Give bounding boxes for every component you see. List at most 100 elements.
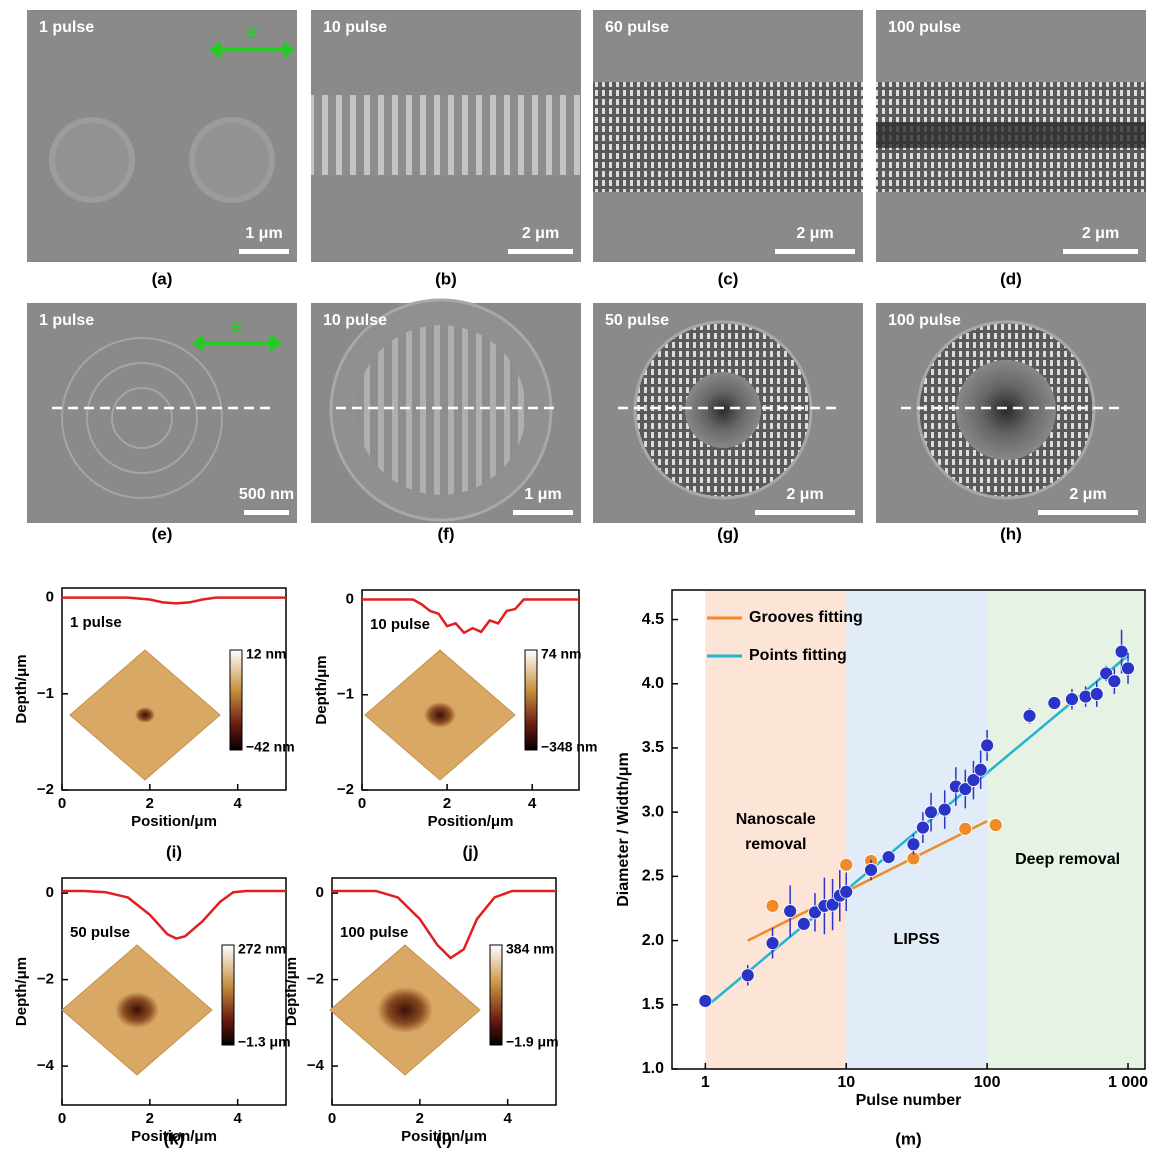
y-tick-label: 0	[316, 884, 324, 901]
chart-label: 10 pulse	[370, 616, 430, 633]
y-tick-label: 0	[46, 884, 54, 901]
scale-label: 2 μm	[1082, 225, 1119, 242]
afm-crater	[135, 707, 155, 723]
x-tick-label: 2	[416, 1110, 424, 1127]
afm-crater	[377, 987, 433, 1033]
data-point	[882, 851, 895, 864]
legend-label: Points fitting	[749, 647, 847, 664]
data-point	[907, 838, 920, 851]
scale-label: 500 nm	[239, 486, 294, 503]
data-point	[916, 821, 929, 834]
chart-label: 50 pulse	[70, 924, 130, 941]
scale-bar	[239, 249, 289, 254]
x-axis-title: Position/μm	[131, 813, 217, 830]
chart-label: 1 pulse	[70, 614, 122, 631]
y-tick-label: 1.5	[642, 996, 664, 1013]
y-axis-title: Depth/μm	[13, 654, 30, 723]
data-point	[741, 969, 754, 982]
x-tick-label: 0	[58, 1110, 66, 1127]
crater-stripes	[356, 325, 526, 495]
data-point	[1065, 693, 1078, 706]
scale-label: 2 μm	[1069, 486, 1106, 503]
data-point	[840, 858, 853, 871]
sem-panel: 1 pulseE1 μm(a)	[27, 10, 297, 288]
y-tick-label: −2	[37, 781, 54, 798]
data-point	[784, 905, 797, 918]
scale-bar	[1063, 249, 1138, 254]
region-label: Deep removal	[1015, 851, 1120, 868]
x-tick-label: 4	[504, 1110, 513, 1127]
y-tick-label: 1.0	[642, 1060, 664, 1077]
panel-label: 50 pulse	[605, 312, 669, 329]
colorbar-max: 12 nm	[246, 646, 286, 662]
y-tick-label: 0	[346, 590, 354, 607]
data-point	[766, 899, 779, 912]
panel-caption: (a)	[152, 269, 173, 288]
data-point	[938, 803, 951, 816]
scale-bar	[775, 249, 855, 254]
crater-core	[956, 360, 1056, 460]
x-tick-label: 2	[146, 795, 154, 812]
spot	[52, 120, 132, 200]
x-tick-label: 4	[234, 795, 243, 812]
x-tick-label: 0	[358, 795, 366, 812]
panel-caption: (b)	[435, 269, 457, 288]
data-point	[797, 917, 810, 930]
colorbar	[525, 650, 537, 750]
data-point	[989, 819, 1002, 832]
data-point	[981, 739, 994, 752]
afm-crater	[115, 992, 159, 1028]
data-point	[1108, 675, 1121, 688]
panel-label: 100 pulse	[888, 312, 961, 329]
crater-core	[685, 372, 761, 448]
chart-label: 100 pulse	[340, 924, 408, 941]
x-tick-label: 0	[328, 1110, 336, 1127]
panel-caption: (f)	[438, 524, 455, 543]
x-tick-label: 100	[974, 1074, 1001, 1091]
data-point	[1115, 645, 1128, 658]
chart: 0240−1−2Position/μmDepth/μm(j)10 pulse74…	[313, 590, 597, 861]
scale-bar	[508, 249, 573, 254]
y-tick-label: −2	[307, 971, 324, 988]
x-tick-label: 10	[837, 1074, 855, 1091]
field-label: E	[232, 318, 243, 335]
chart: 1101001 0001.01.52.02.53.03.54.04.5Pulse…	[615, 590, 1148, 1148]
y-tick-label: −1	[337, 686, 354, 703]
figure: 1 pulse E 1 μm (a) 10 pulse 2 μm (b) 60 pulse2 …	[0, 0, 1153, 1155]
y-tick-label: −4	[37, 1057, 55, 1074]
profile-curve	[62, 598, 286, 604]
y-tick-label: 4.0	[642, 675, 664, 692]
scale-label: 2 μm	[522, 225, 559, 242]
colorbar-min: −1.9 μm	[506, 1034, 559, 1050]
chart-caption: (m)	[895, 1129, 921, 1148]
x-tick-label: 0	[58, 795, 66, 812]
groove	[593, 82, 863, 192]
scale-bar	[244, 510, 289, 515]
panel-caption: (g)	[717, 524, 739, 543]
y-tick-label: −2	[337, 781, 354, 798]
scale-label: 1 μm	[245, 225, 282, 242]
panel-caption: (c)	[718, 269, 739, 288]
data-point	[865, 863, 878, 876]
data-point	[1090, 688, 1103, 701]
x-tick-label: 1 000	[1108, 1074, 1148, 1091]
y-axis-title: Depth/μm	[313, 655, 330, 724]
y-tick-label: 3.5	[642, 739, 664, 756]
chart: 0240−1−2Position/μmDepth/μm(i)1 pulse12 …	[13, 588, 295, 861]
colorbar-min: −348 nm	[541, 739, 597, 755]
data-point	[766, 937, 779, 950]
data-point	[959, 822, 972, 835]
legend-label: Grooves fitting	[749, 609, 863, 626]
y-tick-label: 0	[46, 589, 54, 606]
colorbar	[222, 945, 234, 1045]
sem-panel: 1 pulseE500 nm(e)	[27, 303, 297, 543]
y-axis-title: Diameter / Width/μm	[615, 752, 632, 907]
data-point	[974, 763, 987, 776]
scale-label: 2 μm	[786, 486, 823, 503]
colorbar-max: 272 nm	[238, 941, 286, 957]
